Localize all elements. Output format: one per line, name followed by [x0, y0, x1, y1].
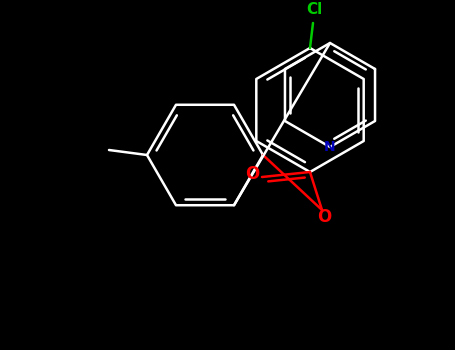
Text: N: N [324, 140, 336, 154]
Text: Cl: Cl [306, 2, 322, 18]
Text: O: O [245, 165, 259, 183]
Text: O: O [317, 208, 331, 226]
